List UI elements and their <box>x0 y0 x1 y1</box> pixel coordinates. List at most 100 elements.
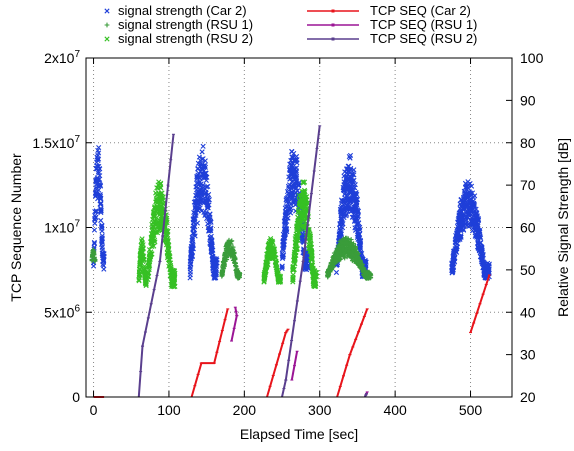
data-point <box>299 189 306 195</box>
data-point <box>230 247 235 253</box>
data-point <box>202 158 208 164</box>
data-point <box>303 261 309 267</box>
data-point <box>356 225 362 231</box>
data-point <box>230 244 236 250</box>
data-point <box>349 170 355 177</box>
data-point <box>460 226 467 233</box>
x-tick-label: 500 <box>459 402 483 418</box>
data-point <box>451 250 457 256</box>
data-point <box>202 191 208 198</box>
data-point <box>90 263 97 269</box>
data-point <box>94 163 101 169</box>
data-point <box>136 272 142 279</box>
data-point <box>162 235 168 241</box>
data-point <box>338 244 344 250</box>
data-point <box>150 209 156 215</box>
data-point <box>91 250 97 256</box>
data-point <box>148 231 155 237</box>
data-point <box>288 201 294 208</box>
data-point <box>187 275 193 281</box>
y-tick-label: 0 <box>72 389 80 405</box>
data-point <box>98 201 104 207</box>
data-point <box>301 189 307 195</box>
data-point <box>291 256 298 262</box>
data-point <box>164 249 170 255</box>
data-point <box>98 209 104 216</box>
data-point <box>342 180 348 186</box>
data-point <box>288 161 295 168</box>
data-point <box>286 167 293 173</box>
data-point <box>97 173 103 179</box>
legend-label: signal strength (RSU 1) <box>118 17 253 32</box>
data-point <box>169 272 175 279</box>
data-point <box>149 236 155 242</box>
legend-item: signal strength (RSU 1) <box>104 17 253 32</box>
data-point <box>302 203 308 209</box>
data-point <box>192 204 198 211</box>
data-point <box>295 235 301 241</box>
data-point <box>351 218 358 225</box>
data-point <box>450 269 456 275</box>
data-point <box>457 236 463 242</box>
data-point <box>344 208 351 214</box>
data-point <box>354 255 359 261</box>
data-point <box>465 211 471 217</box>
data-point <box>164 240 170 246</box>
legend-label: TCP SEQ (RSU 2) <box>370 31 477 46</box>
data-point <box>139 246 145 252</box>
data-point <box>152 213 158 219</box>
data-point <box>99 241 105 248</box>
data-point <box>351 191 358 197</box>
data-point <box>284 196 290 202</box>
data-point <box>338 215 344 221</box>
data-point <box>207 235 214 241</box>
data-point <box>189 234 195 240</box>
data-point <box>199 167 206 173</box>
data-point <box>270 251 276 257</box>
data-point <box>155 223 161 229</box>
series-0 <box>90 143 492 281</box>
data-point <box>212 264 218 270</box>
data-point <box>296 180 302 186</box>
data-point <box>197 157 203 164</box>
data-point <box>168 278 175 284</box>
data-point <box>355 260 361 266</box>
y-axis-left: 0 5x106 1x107 1.5x107 2x107 TCP Sequence Numb… <box>8 49 92 405</box>
data-point <box>99 223 105 229</box>
data-point <box>293 158 299 164</box>
data-point <box>94 176 100 183</box>
data-point <box>350 246 356 252</box>
data-point <box>347 152 354 159</box>
data-point <box>288 193 294 199</box>
data-point <box>170 283 176 289</box>
data-point <box>452 239 458 245</box>
y2-tick-label: 80 <box>520 135 536 151</box>
data-point <box>95 147 101 154</box>
data-point <box>299 235 305 241</box>
data-point <box>188 247 194 253</box>
data-point <box>202 212 208 219</box>
data-point <box>89 258 95 264</box>
data-point <box>198 181 204 187</box>
y-axis-label: TCP Sequence Number <box>8 153 24 302</box>
data-point <box>99 228 105 234</box>
data-point <box>358 258 363 264</box>
data-point <box>290 267 296 273</box>
data-point <box>277 278 283 285</box>
data-point <box>99 236 105 242</box>
data-point <box>295 209 301 215</box>
data-point <box>141 263 148 269</box>
data-point <box>348 206 354 212</box>
legend-item: TCP SEQ (RSU 1) <box>307 17 477 32</box>
data-point <box>328 265 334 270</box>
data-point <box>141 257 147 263</box>
data-point <box>468 183 475 189</box>
data-point <box>308 256 314 262</box>
data-point <box>462 180 469 186</box>
data-point <box>474 210 480 216</box>
data-point <box>203 184 210 190</box>
data-point <box>264 261 271 267</box>
data-point <box>195 194 201 200</box>
data-point <box>200 199 206 205</box>
data-point <box>336 249 342 255</box>
